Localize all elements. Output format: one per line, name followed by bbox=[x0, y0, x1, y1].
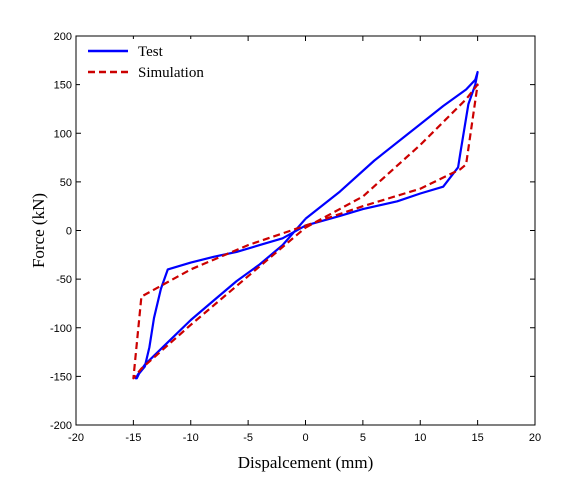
x-axis-ticks: -20 -15 -10 -5 0 5 10 15 20 bbox=[68, 36, 541, 444]
x-tick-label: 0 bbox=[302, 432, 308, 444]
y-tick-label: -150 bbox=[50, 371, 72, 383]
x-tick-label: 15 bbox=[472, 432, 484, 444]
y-tick-label: -200 bbox=[50, 420, 72, 432]
legend: Test Simulation bbox=[80, 39, 230, 87]
legend-label-test: Test bbox=[138, 44, 164, 60]
y-tick-label: -50 bbox=[56, 274, 72, 286]
series-line-simulation bbox=[132, 83, 479, 380]
x-tick-label: 10 bbox=[414, 432, 426, 444]
y-tick-label: 0 bbox=[66, 226, 72, 238]
y-tick-label: -100 bbox=[50, 323, 72, 335]
x-tick-label: -15 bbox=[125, 432, 141, 444]
y-axis-label: Force (kN) bbox=[29, 193, 48, 268]
series-line-test bbox=[134, 70, 479, 380]
x-tick-label: 5 bbox=[360, 432, 366, 444]
y-tick-label: 100 bbox=[54, 128, 72, 140]
x-tick-label: 20 bbox=[529, 432, 541, 444]
x-axis-label: Dispalcement (mm) bbox=[238, 453, 374, 472]
legend-label-simulation: Simulation bbox=[138, 65, 204, 81]
series-layer bbox=[132, 70, 479, 380]
legend-box bbox=[80, 39, 230, 87]
x-tick-label: -10 bbox=[183, 432, 199, 444]
y-tick-label: 150 bbox=[54, 80, 72, 92]
y-tick-label: 200 bbox=[54, 31, 72, 43]
y-tick-label: 50 bbox=[60, 177, 72, 189]
y-axis-ticks: -200 -150 -100 -50 0 50 100 150 200 bbox=[50, 31, 535, 432]
x-tick-label: -5 bbox=[243, 432, 253, 444]
x-tick-label: -20 bbox=[68, 432, 84, 444]
